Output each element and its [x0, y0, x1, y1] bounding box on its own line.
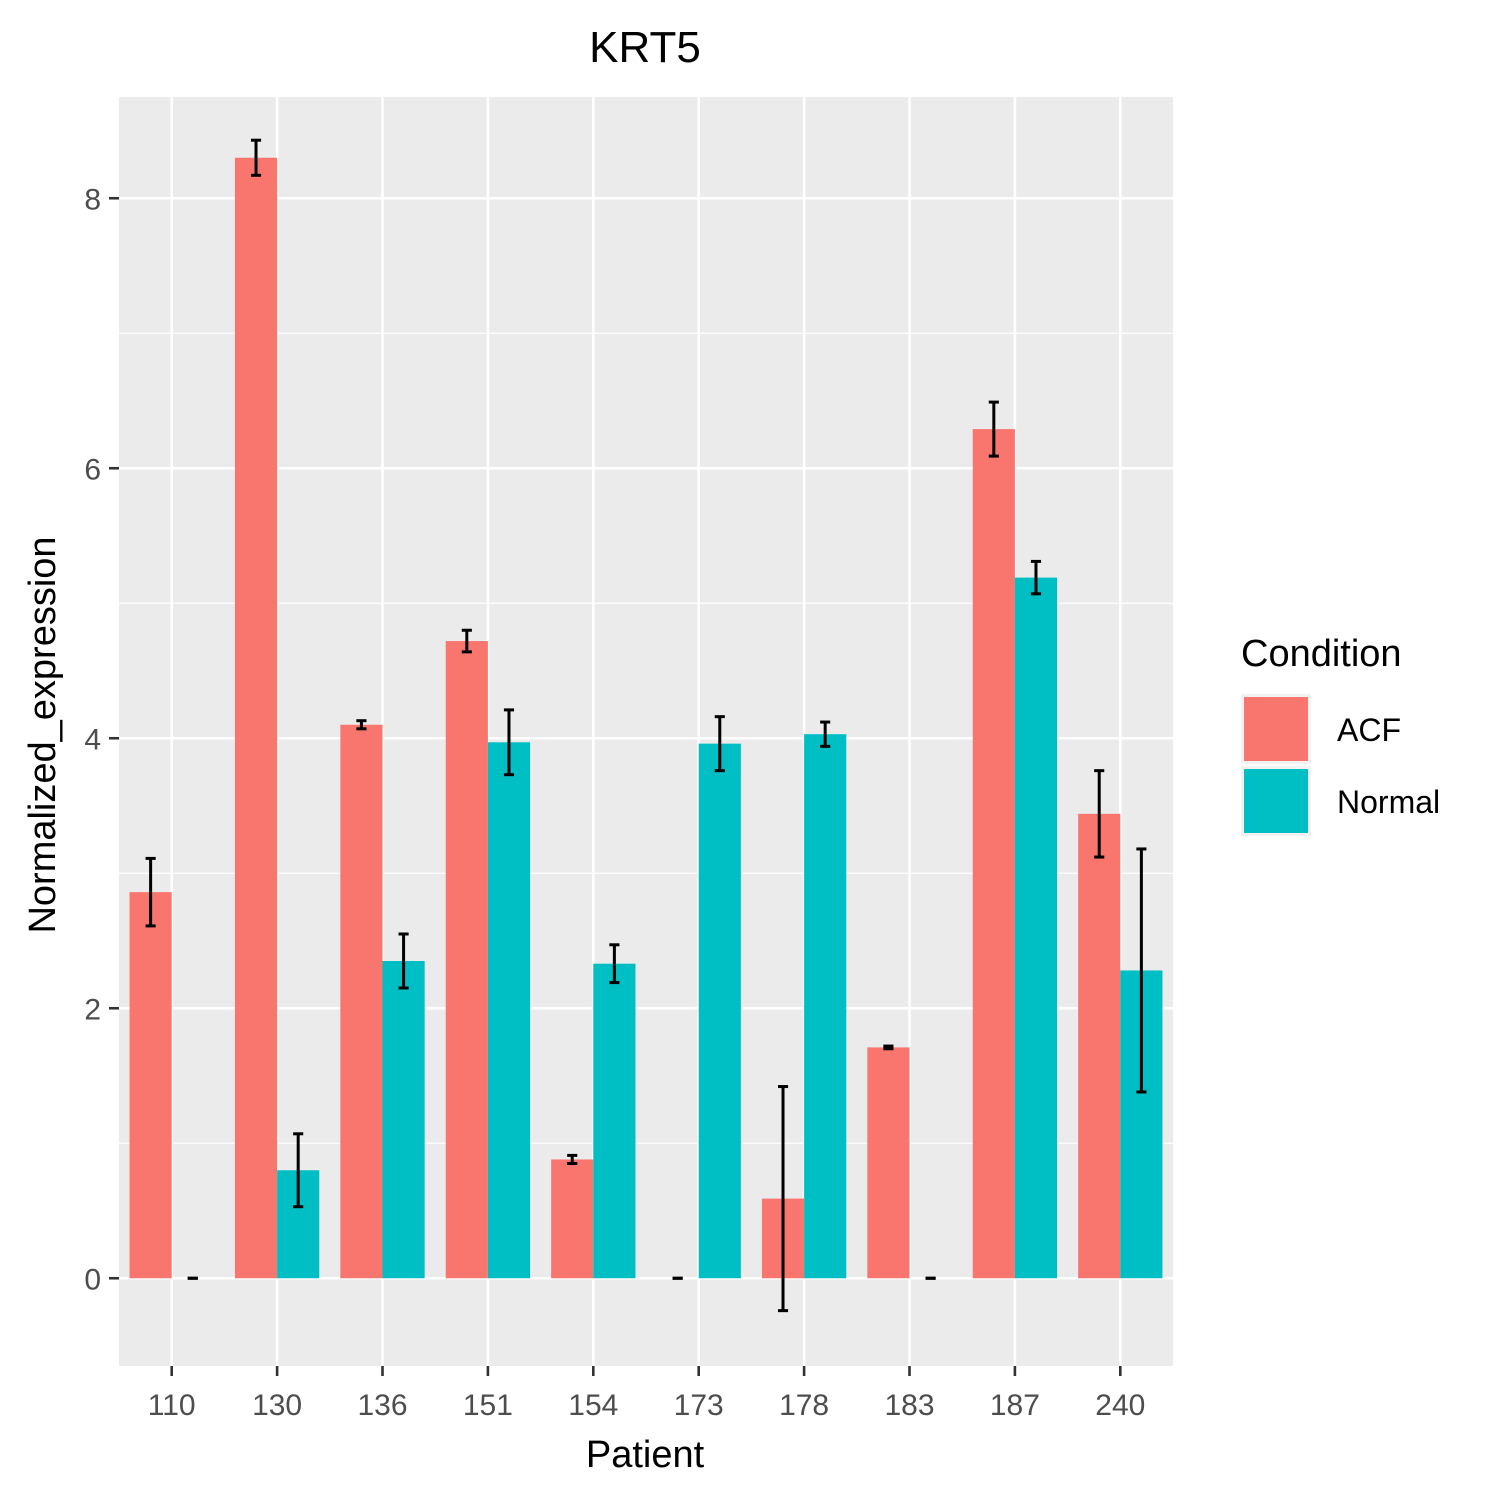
bar-acf-187	[972, 429, 1015, 1279]
x-tick-label: 136	[357, 1389, 407, 1422]
y-tick-label: 0	[84, 1263, 101, 1296]
plot-area: 0 2 4 6 8 110 130 136 151 154 173 178 183 187 240	[84, 97, 1173, 1422]
legend: Condition ACF Normal	[1241, 633, 1440, 836]
chart-title: KRT5	[589, 23, 701, 72]
x-tick-label: 178	[779, 1389, 829, 1422]
legend-key-normal	[1244, 769, 1308, 833]
bar-acf-151	[445, 641, 488, 1279]
error-bar-normal-151	[503, 708, 515, 777]
error-bar-acf-187	[988, 400, 999, 458]
x-tick-label: 240	[1095, 1389, 1145, 1422]
x-tick-label: 130	[252, 1389, 302, 1422]
x-axis-title: Patient	[586, 1434, 705, 1476]
bar-acf-130	[234, 157, 278, 1279]
x-tick-label: 187	[990, 1389, 1040, 1422]
y-tick-label: 4	[84, 723, 101, 756]
error-bar-acf-240	[1094, 769, 1105, 859]
error-bar-acf-110	[145, 856, 156, 928]
bar-acf-183	[867, 1047, 910, 1279]
legend-key-acf	[1244, 697, 1308, 761]
bar-acf-110	[129, 892, 172, 1279]
x-tick-label: 183	[884, 1389, 934, 1422]
bar-acf-154	[551, 1159, 594, 1279]
y-tick-label: 2	[84, 993, 101, 1026]
bar-acf-136	[340, 724, 383, 1279]
legend-label-acf: ACF	[1337, 712, 1401, 748]
error-bar-acf-136	[356, 719, 367, 731]
bar-normal-136	[382, 961, 425, 1279]
bar-normal-178	[804, 734, 847, 1279]
bar-normal-154	[593, 963, 636, 1279]
error-bar-normal-178	[820, 720, 831, 748]
bar-normal-173	[698, 743, 741, 1279]
error-bar-acf-183	[883, 1044, 894, 1051]
error-bar-normal-240	[1136, 847, 1147, 1094]
error-bar-acf-130	[250, 138, 262, 177]
error-bar-acf-178	[777, 1085, 789, 1313]
bar-normal-187	[1014, 577, 1058, 1279]
legend-label-normal: Normal	[1337, 784, 1440, 820]
bar-acf-240	[1078, 813, 1121, 1279]
error-bar-normal-187	[1030, 559, 1042, 596]
error-bar-acf-154	[567, 1153, 578, 1165]
y-axis-title: Normalized_expression	[22, 536, 64, 933]
x-tick-label: 110	[148, 1389, 196, 1422]
x-tick-label: 151	[463, 1389, 513, 1422]
legend-title: Condition	[1241, 633, 1402, 675]
error-bar-normal-136	[398, 932, 409, 990]
error-bar-normal-154	[609, 943, 620, 985]
x-tick-label: 173	[674, 1389, 724, 1422]
y-tick-label: 8	[84, 183, 101, 216]
error-bar-normal-173	[714, 715, 725, 773]
error-bar-normal-130	[293, 1132, 304, 1209]
bar-normal-151	[487, 742, 531, 1279]
x-tick-label: 154	[568, 1389, 618, 1422]
y-tick-label: 6	[84, 453, 101, 486]
error-bar-acf-151	[461, 628, 472, 654]
